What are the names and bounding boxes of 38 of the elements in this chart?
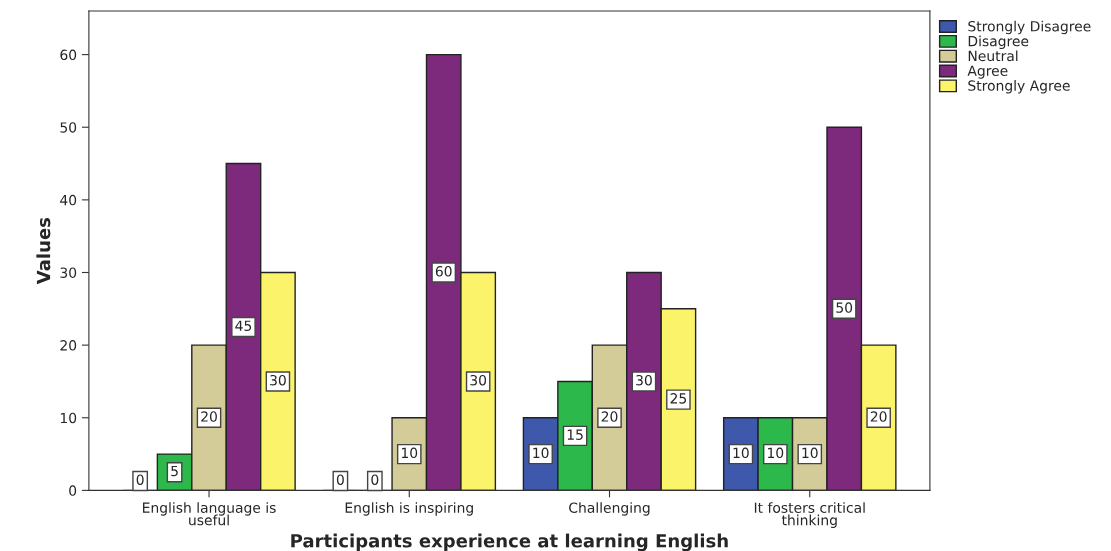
data-label: 10 <box>401 447 418 459</box>
x-tick-label: It fosters critical thinking <box>754 502 865 529</box>
data-label: 50 <box>836 302 853 313</box>
data-label: 10 <box>768 447 784 459</box>
data-label: 20 <box>201 411 217 422</box>
data-label: 0 <box>371 474 379 485</box>
data-label: 45 <box>235 320 252 331</box>
legend-label: Strongly Disagree <box>968 20 1091 35</box>
data-label: 0 <box>136 474 144 485</box>
x-tick-label: English language is useful <box>143 502 276 526</box>
legend-label: Disagree <box>968 35 1029 50</box>
y-axis-title: Values <box>36 217 51 285</box>
y-tick-label: 30 <box>60 267 77 278</box>
data-label: 0 <box>336 474 344 485</box>
y-tick-label: 10 <box>60 412 77 424</box>
data-label: 10 <box>533 447 549 459</box>
x-tick-label: Challenging <box>569 502 650 516</box>
data-label: 30 <box>470 374 487 386</box>
data-label: 10 <box>802 447 818 459</box>
data-label: 20 <box>601 411 618 422</box>
y-tick-label: 20 <box>60 340 77 351</box>
legend-label: Neutral <box>968 50 1018 62</box>
y-tick-label: 50 <box>60 122 77 133</box>
data-label: 5 <box>171 465 178 477</box>
legend-label: Agree <box>967 65 1008 79</box>
data-label: 20 <box>870 411 887 422</box>
data-label: 60 <box>435 266 452 277</box>
x-axis-title: Participants experience at learning English <box>291 533 728 551</box>
y-tick-label: 0 <box>69 485 77 496</box>
data-label: 30 <box>636 374 652 386</box>
data-label: 15 <box>567 429 583 440</box>
y-tick-label: 40 <box>60 194 77 206</box>
y-tick-label: 60 <box>60 49 77 61</box>
data-label: 25 <box>670 393 687 404</box>
data-label: 30 <box>270 374 286 386</box>
x-tick-label: English is inspiring <box>345 502 473 516</box>
legend-label: Strongly Agree <box>968 80 1070 94</box>
data-label: 10 <box>733 447 749 459</box>
